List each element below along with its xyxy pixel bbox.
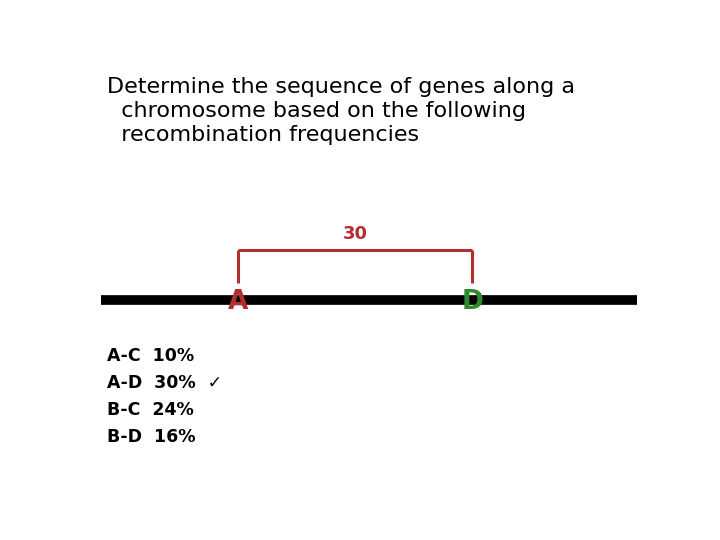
Text: A-C  10%: A-C 10% [107,347,194,365]
Text: A-D  30%  ✓: A-D 30% ✓ [107,374,222,392]
Text: B-C  24%: B-C 24% [107,401,194,419]
Text: B-D  16%: B-D 16% [107,428,195,446]
Text: 30: 30 [343,225,368,243]
Text: Determine the sequence of genes along a
  chromosome based on the following
  re: Determine the sequence of genes along a … [107,77,575,145]
Text: A: A [228,288,248,314]
Text: D: D [462,288,483,314]
